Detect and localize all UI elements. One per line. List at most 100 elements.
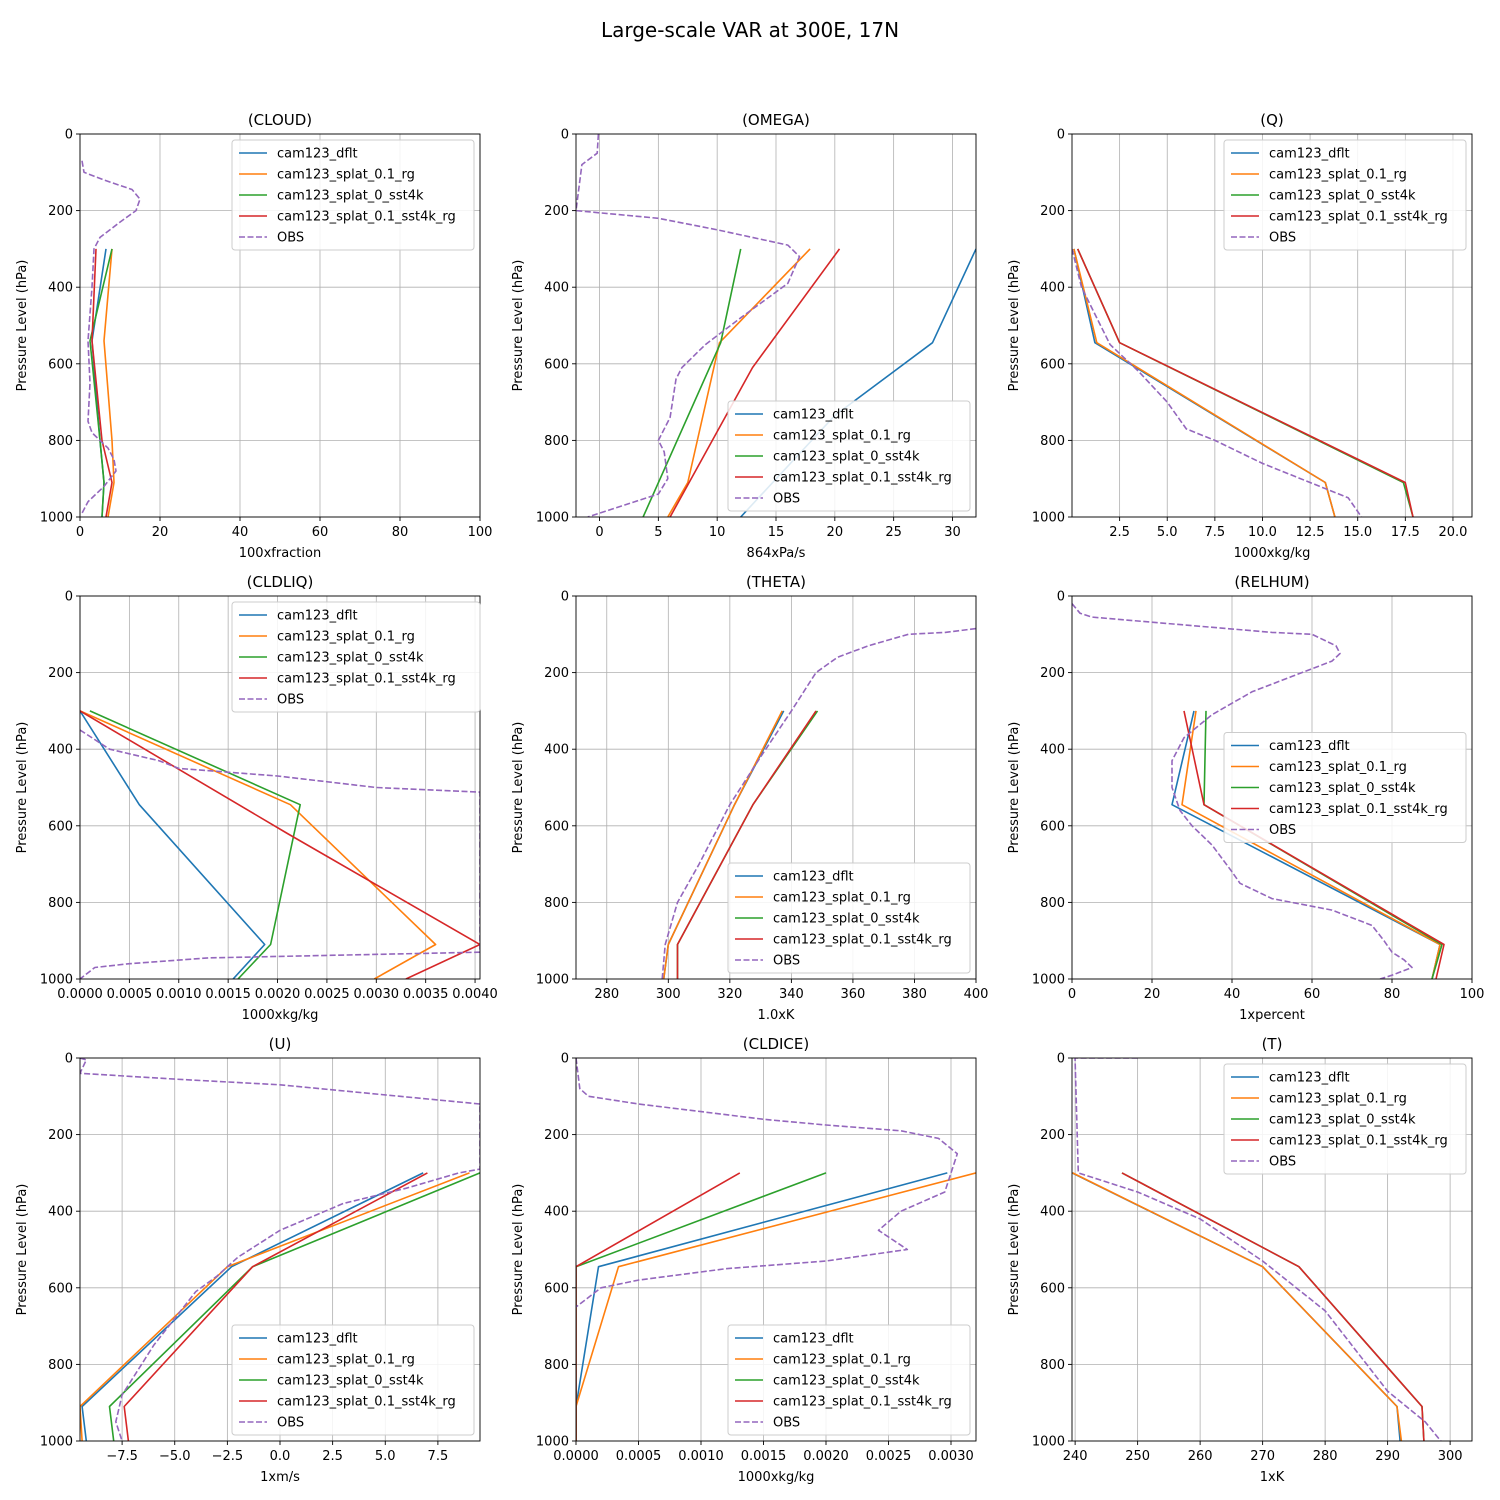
y-tick-label: 800 bbox=[544, 1358, 569, 1373]
x-tick-label: 270 bbox=[1250, 1449, 1275, 1464]
legend-box bbox=[231, 1324, 475, 1436]
legend-label: cam123_splat_0.1_rg bbox=[277, 630, 415, 645]
x-tick-label: 0.0015 bbox=[205, 987, 251, 1002]
y-tick-label: 200 bbox=[544, 1128, 569, 1143]
x-tick-label: 7.5 bbox=[1205, 525, 1226, 540]
y-axis-label: Pressure Level (hPa) bbox=[1007, 260, 1022, 392]
series-line-OBS bbox=[576, 1058, 959, 1308]
x-tick-label: 380 bbox=[902, 987, 927, 1002]
x-tick-label: 300 bbox=[656, 987, 681, 1002]
x-tick-label: 12.5 bbox=[1296, 525, 1325, 540]
x-tick-label: −5.0 bbox=[159, 1449, 191, 1464]
x-tick-label: 250 bbox=[1125, 1449, 1150, 1464]
x-tick-label: 40 bbox=[232, 525, 249, 540]
x-tick-label: 0.0010 bbox=[678, 1449, 724, 1464]
x-tick-label: 0.0035 bbox=[403, 987, 449, 1002]
y-tick-label: 600 bbox=[1040, 1281, 1065, 1296]
series-line-OBS bbox=[1072, 248, 1363, 517]
legend-label: cam123_splat_0.1_sst4k_rg bbox=[773, 933, 952, 948]
x-axis-label: 1000xkg/kg bbox=[738, 1470, 815, 1485]
y-tick-label: 800 bbox=[1040, 1358, 1065, 1373]
x-tick-label: 0.0030 bbox=[928, 1449, 974, 1464]
axes-frame bbox=[1071, 133, 1473, 518]
y-tick-label: 0 bbox=[65, 590, 73, 605]
legend-label: cam123_dflt bbox=[1269, 147, 1350, 162]
panel-3: 2.5 5.0 7.5 10.0 12.5 15.0 17.5 20.0 0 200 400 600 8… bbox=[1007, 111, 1473, 561]
x-axis-label: 1.0xK bbox=[758, 1008, 795, 1023]
series-line-cam123-splat-0-1-sst4k-rg bbox=[1121, 1172, 1425, 1441]
legend: cam123_dflt cam123_splat_0.1_rg cam123_spl… bbox=[231, 601, 481, 713]
x-tick-label: 0.0040 bbox=[452, 987, 498, 1002]
y-tick-label: 600 bbox=[1040, 819, 1065, 834]
panel-6: 0 20 40 60 80 10002004006008001000(RELHUM)1xp… bbox=[1007, 573, 1484, 1023]
y-tick-label: 200 bbox=[1040, 666, 1065, 681]
legend-box bbox=[727, 1324, 971, 1436]
legend-box bbox=[231, 601, 481, 713]
axes-frame bbox=[79, 133, 481, 518]
panel-title: (OMEGA) bbox=[742, 111, 810, 129]
series-line-cam123-splat-0-1-sst4k-rg bbox=[1183, 710, 1445, 979]
y-tick-label: 1000 bbox=[536, 1435, 569, 1450]
legend-label: OBS bbox=[1269, 231, 1296, 246]
y-tick-label: 0 bbox=[1057, 1052, 1065, 1067]
x-tick-label: 20 bbox=[1144, 987, 1161, 1002]
legend-label: cam123_dflt bbox=[1269, 739, 1350, 754]
series-line-OBS bbox=[80, 1058, 480, 1441]
y-axis-label: Pressure Level (hPa) bbox=[15, 260, 30, 392]
legend-label: cam123_splat_0.1_sst4k_rg bbox=[277, 672, 456, 687]
y-tick-label: 400 bbox=[48, 281, 73, 296]
legend: cam123_dflt cam123_splat_0.1_rg cam123_spl… bbox=[727, 862, 971, 974]
legend-label: OBS bbox=[277, 693, 304, 708]
series-line-OBS bbox=[1074, 1058, 1442, 1441]
x-tick-label: 290 bbox=[1375, 1449, 1400, 1464]
x-tick-label: 15.0 bbox=[1343, 525, 1372, 540]
axes-frame bbox=[575, 595, 977, 980]
legend-box bbox=[1223, 732, 1467, 843]
axes-frame bbox=[1071, 595, 1473, 980]
series-line-cam123-dflt bbox=[81, 1172, 424, 1441]
series-line-cam123-splat-0-1-sst4k-rg bbox=[123, 1172, 428, 1441]
y-tick-label: 800 bbox=[1040, 434, 1065, 449]
y-tick-label: 1000 bbox=[40, 973, 73, 988]
y-tick-label: 800 bbox=[48, 434, 73, 449]
y-tick-label: 600 bbox=[48, 819, 73, 834]
x-tick-label: 80 bbox=[392, 525, 409, 540]
panel-title: (CLDLIQ) bbox=[247, 573, 314, 591]
y-tick-label: 1000 bbox=[40, 511, 73, 526]
y-tick-label: 200 bbox=[544, 666, 569, 681]
y-tick-label: 200 bbox=[48, 204, 73, 219]
panel-title: (THETA) bbox=[746, 573, 806, 591]
x-tick-label: −7.5 bbox=[106, 1449, 138, 1464]
legend-label: OBS bbox=[773, 954, 800, 969]
y-tick-label: 800 bbox=[544, 434, 569, 449]
legend-label: cam123_splat_0_sst4k bbox=[277, 651, 424, 666]
x-tick-label: 15 bbox=[768, 525, 785, 540]
x-axis-label: 1000xkg/kg bbox=[1234, 546, 1311, 561]
x-tick-label: 10.0 bbox=[1248, 525, 1277, 540]
x-tick-label: 25 bbox=[885, 525, 902, 540]
legend: cam123_dflt cam123_splat_0.1_rg cam123_spl… bbox=[231, 1324, 475, 1436]
x-tick-label: 0.0020 bbox=[255, 987, 301, 1002]
series-line-cam123-splat-0-1-sst4k-rg bbox=[1076, 248, 1414, 517]
axes-frame bbox=[575, 1057, 977, 1442]
y-axis-label: Pressure Level (hPa) bbox=[511, 722, 526, 854]
x-tick-label: 20 bbox=[827, 525, 844, 540]
axes-frame bbox=[79, 595, 481, 980]
x-tick-label: 5 bbox=[654, 525, 662, 540]
y-tick-label: 800 bbox=[544, 896, 569, 911]
y-tick-label: 200 bbox=[48, 666, 73, 681]
panel-4: 0.0000 0.0005 0.0010 0.0015 0.0020 0.0025 0.00… bbox=[15, 573, 498, 1023]
x-tick-label: 2.5 bbox=[322, 1449, 343, 1464]
y-tick-label: 0 bbox=[561, 590, 569, 605]
y-tick-label: 200 bbox=[1040, 1128, 1065, 1143]
panel-9: 240 250 260 270 280 290 300 0 200 400 600 800 1000 (T… bbox=[1007, 1035, 1473, 1485]
series-line-cam123-splat-0-1-rg bbox=[662, 710, 783, 979]
x-tick-label: 60 bbox=[1304, 987, 1321, 1002]
panel-5: 280 300 320 340 360 380 400 0 200 400 600 800 1000 (T… bbox=[511, 573, 988, 1023]
legend-label: cam123_dflt bbox=[277, 147, 358, 162]
legend-box bbox=[727, 400, 971, 512]
y-axis-label: Pressure Level (hPa) bbox=[511, 260, 526, 392]
x-tick-label: 40 bbox=[1224, 987, 1241, 1002]
x-tick-label: 260 bbox=[1188, 1449, 1213, 1464]
x-tick-label: 300 bbox=[1438, 1449, 1463, 1464]
